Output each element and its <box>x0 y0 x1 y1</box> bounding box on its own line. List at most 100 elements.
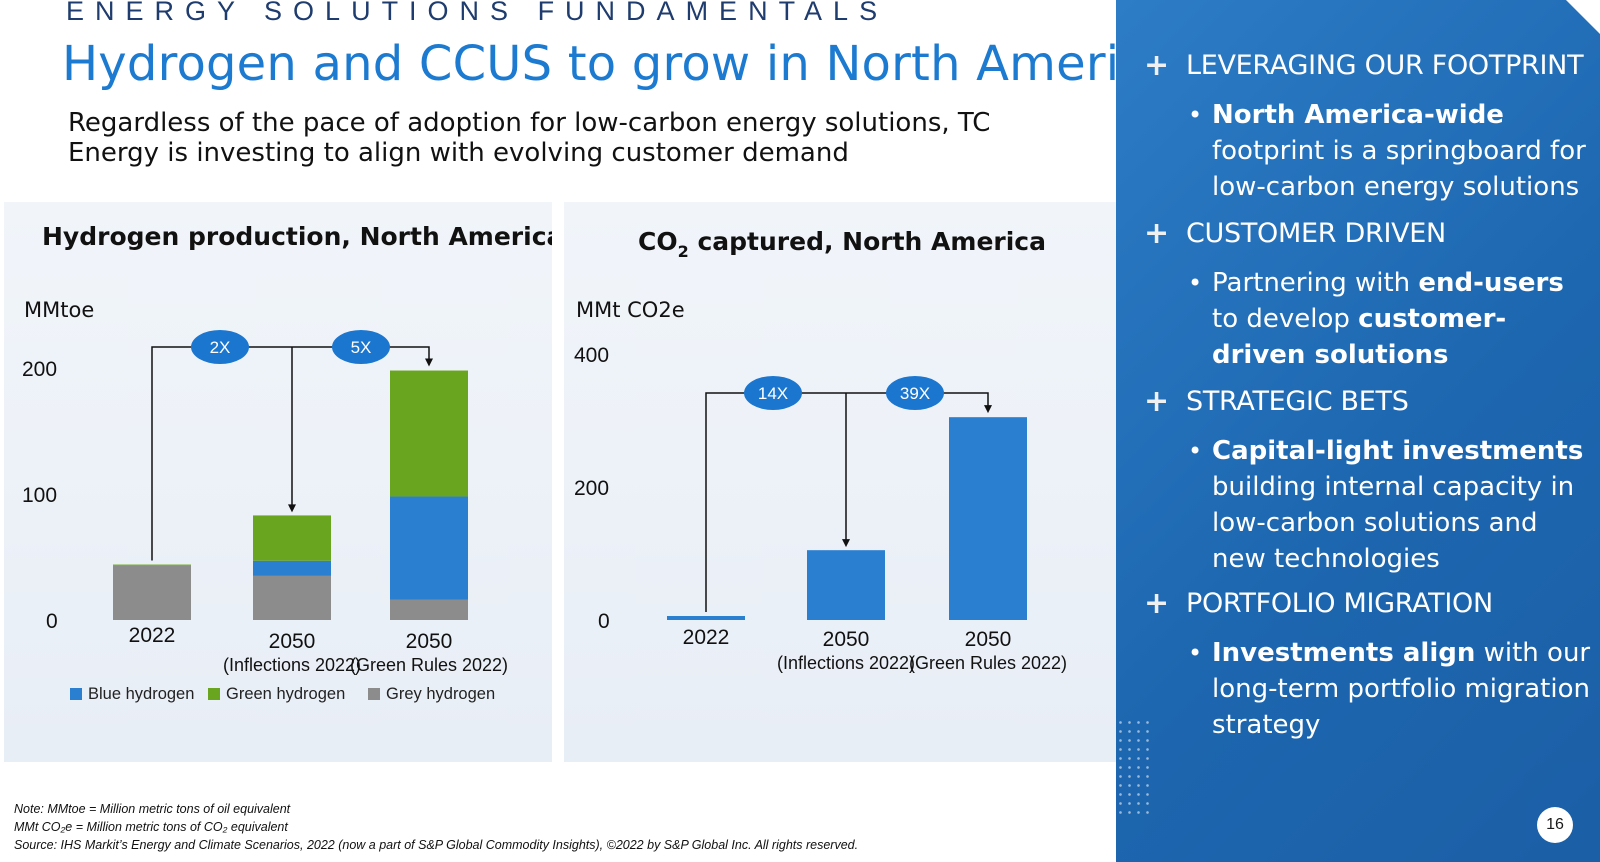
bullet-icon: • <box>1188 639 1203 667</box>
section-kicker: ENERGY SOLUTIONS FUNDAMENTALS <box>66 0 889 26</box>
bullet-bold-text: end-users <box>1418 268 1564 298</box>
sidebar-heading: + PORTFOLIO MIGRATION <box>1144 588 1584 619</box>
plus-icon: + <box>1144 47 1169 83</box>
plus-icon: + <box>1144 585 1169 621</box>
hydrogen-chart: Hydrogen production, North America MMtoe 0… <box>22 222 552 703</box>
bullet-text: footprint is a springboard for low-carbo… <box>1212 136 1586 202</box>
x-tick-label: 2050 <box>406 630 453 653</box>
multiplier-5x-bubble <box>332 330 390 364</box>
bullet-icon: • <box>1188 437 1203 465</box>
bar-segment <box>390 599 468 620</box>
x-tick-sublabel: (Green Rules 2022) <box>350 655 508 675</box>
x-tick-label: 2022 <box>683 626 730 649</box>
chart-title: Hydrogen production, North America <box>42 222 552 251</box>
x-tick-sublabel: (Inflections 2022) <box>777 653 915 673</box>
growth-connector-line <box>705 392 989 613</box>
note-source: Source: IHS Markit’s Energy and Climate … <box>14 838 859 852</box>
bullet-text: with our long-term portfolio migration s… <box>1212 638 1591 740</box>
bar <box>807 550 885 620</box>
bullet-text: to develop <box>1212 304 1359 334</box>
sidebar-section-portfolio: + PORTFOLIO MIGRATION • Investments alig… <box>1144 588 1590 743</box>
chart-title: CO2 captured, North America <box>638 227 1046 261</box>
x-tick-sublabel: (Green Rules 2022) <box>909 653 1067 673</box>
page-title: Hydrogen and CCUS to grow in North Ameri… <box>62 36 1176 92</box>
sidebar-section-strategic: + STRATEGIC BETS • Capital-light investm… <box>1144 386 1584 577</box>
bar <box>949 417 1027 620</box>
sidebar-panel: + LEVERAGING OUR FOOTPRINT • North Ameri… <box>1116 0 1600 862</box>
legend-label: Green hydrogen <box>226 685 345 703</box>
chart-title-subscript: 2 <box>678 242 689 261</box>
legend-label: Grey hydrogen <box>386 685 495 703</box>
footnotes: Note: MMtoe = Million metric tons of oil… <box>14 800 858 854</box>
bullet-text: Partnering with <box>1212 268 1419 298</box>
sidebar-heading-text: CUSTOMER DRIVEN <box>1186 218 1446 249</box>
legend-label: Blue hydrogen <box>88 685 194 703</box>
sidebar-bullet: • Partnering with end-users to develop c… <box>1188 265 1592 373</box>
x-tick-label: 2050 <box>965 628 1012 651</box>
legend-swatch <box>70 688 82 700</box>
bar-segment <box>253 515 331 561</box>
sidebar-bullet: • Investments align with our long-term p… <box>1188 635 1592 743</box>
bar <box>667 616 745 620</box>
bar-segment <box>113 565 191 620</box>
page-number: 16 <box>1537 807 1573 843</box>
co2-chart-panel: CO2 captured, North America MMt CO2e 0 200 4… <box>564 202 1116 762</box>
sidebar-heading-text: STRATEGIC BETS <box>1186 386 1409 417</box>
dot-pattern-decoration <box>1116 718 1152 818</box>
y-axis-label: MMtoe <box>24 298 94 322</box>
arrow-head <box>288 504 296 513</box>
bar-segment <box>113 564 191 566</box>
chart-title-part: captured, North America <box>689 227 1046 256</box>
plus-icon: + <box>1144 215 1169 251</box>
sidebar-heading: + CUSTOMER DRIVEN <box>1144 218 1584 249</box>
y-tick-label: 200 <box>22 358 57 381</box>
bullet-bold-text: North America-wide <box>1212 100 1504 130</box>
y-tick-label: 400 <box>574 344 609 367</box>
arrow-head <box>984 405 992 414</box>
bar-segment <box>390 370 468 497</box>
sidebar-section-customer: + CUSTOMER DRIVEN • Partnering with end-… <box>1144 218 1584 373</box>
bullet-bold-text: customer-driven solutions <box>1212 304 1507 370</box>
x-tick-label: 2050 <box>823 628 870 651</box>
arrow-head <box>425 358 433 367</box>
co2-chart: CO2 captured, North America MMt CO2e 0 200 4… <box>574 227 1067 673</box>
page-subtitle: Regardless of the pace of adoption for l… <box>68 108 991 168</box>
x-tick-label: 2050 <box>269 630 316 653</box>
bullet-text: building internal capacity in low-carbon… <box>1212 472 1575 574</box>
bullet-icon: • <box>1188 269 1203 297</box>
chart-title-part: CO <box>638 227 678 256</box>
legend-swatch <box>208 688 220 700</box>
y-axis-label: MMt CO2e <box>576 298 685 322</box>
bar-segment <box>253 575 331 620</box>
multiplier-39x-bubble <box>886 376 944 410</box>
multiplier-39x-label: 39X <box>900 384 930 403</box>
bar-segment <box>390 496 468 600</box>
sidebar-heading: + STRATEGIC BETS <box>1144 386 1584 417</box>
sidebar-heading: + LEVERAGING OUR FOOTPRINT <box>1144 50 1584 81</box>
y-tick-label: 0 <box>598 610 610 633</box>
bullet-bold-text: Investments align <box>1212 638 1476 668</box>
growth-connector-line <box>151 346 430 561</box>
multiplier-14x-label: 14X <box>758 384 788 403</box>
x-tick-sublabel: (Inflections 2022) <box>223 655 361 675</box>
bullet-icon: • <box>1188 101 1203 129</box>
sidebar-heading-text: LEVERAGING OUR FOOTPRINT <box>1186 50 1584 81</box>
sidebar-heading-text: PORTFOLIO MIGRATION <box>1186 588 1493 619</box>
sidebar-bullet: • North America-wide footprint is a spri… <box>1188 97 1592 205</box>
y-tick-label: 0 <box>46 610 58 633</box>
legend-swatch <box>368 688 380 700</box>
x-tick-label: 2022 <box>129 624 176 647</box>
bullet-bold-text: Capital-light investments <box>1212 436 1584 466</box>
multiplier-5x-label: 5X <box>351 338 372 357</box>
note-line-2: MMt CO₂e = Million metric tons of CO₂ eq… <box>14 820 288 834</box>
arrow-head <box>842 539 850 548</box>
plus-icon: + <box>1144 383 1169 419</box>
sidebar-corner-decoration <box>1566 0 1600 60</box>
multiplier-2x-label: 2X <box>210 338 231 357</box>
sidebar-bullet: • Capital-light investments building int… <box>1188 433 1592 577</box>
multiplier-2x-bubble <box>191 330 249 364</box>
sidebar-section-footprint: + LEVERAGING OUR FOOTPRINT • North Ameri… <box>1144 50 1586 205</box>
y-tick-label: 100 <box>22 484 57 507</box>
bar-segment <box>253 560 331 576</box>
hydrogen-chart-panel: Hydrogen production, North America MMtoe 0… <box>4 202 552 762</box>
